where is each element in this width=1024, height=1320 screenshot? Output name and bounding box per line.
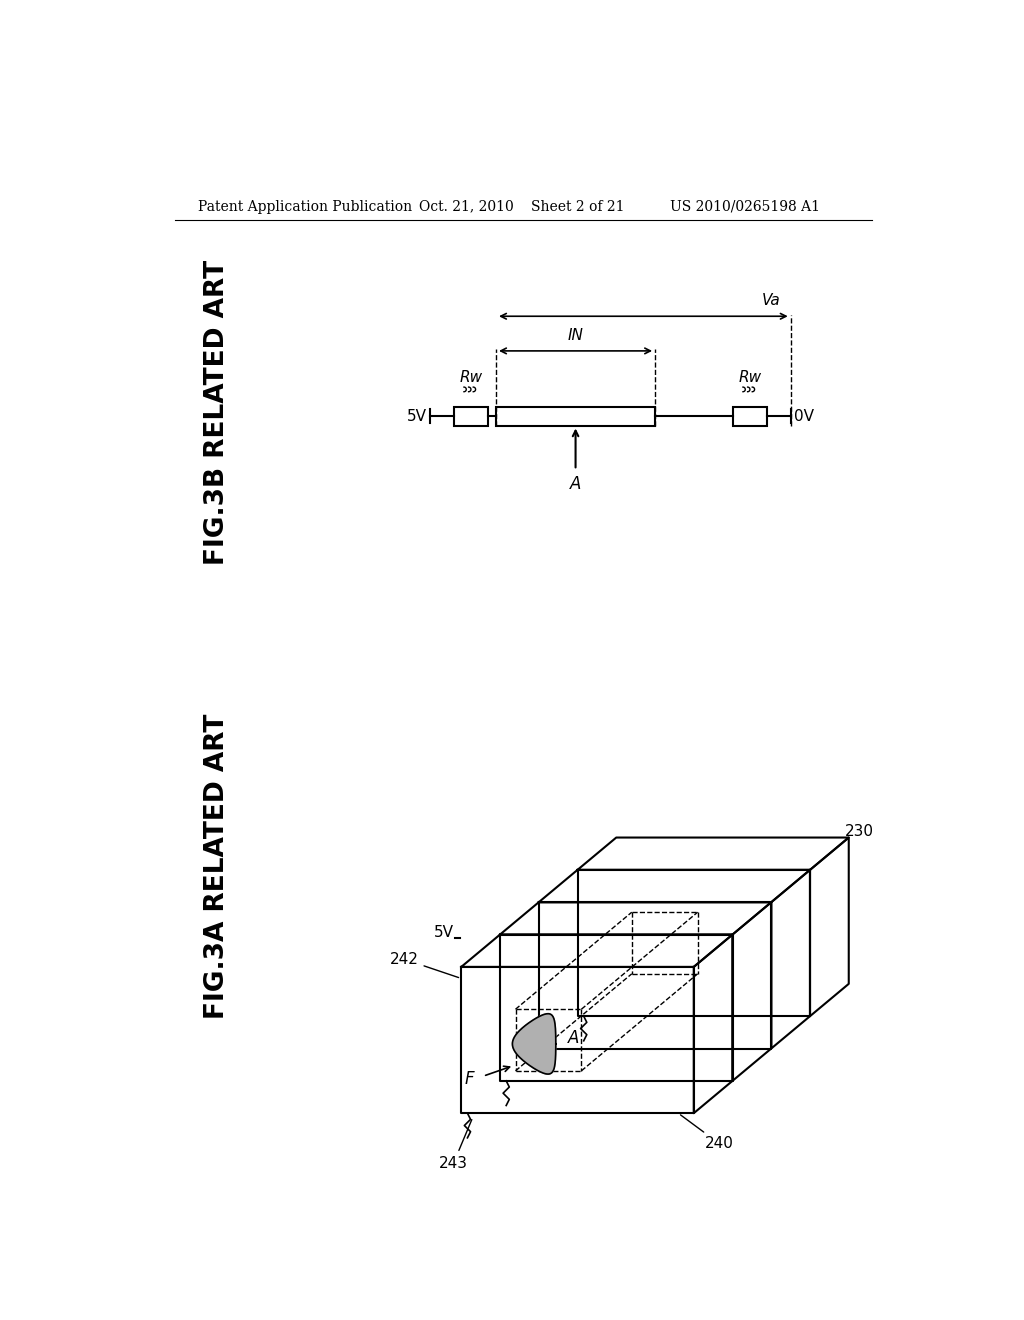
Text: 230: 230: [814, 824, 873, 869]
Text: Oct. 21, 2010: Oct. 21, 2010: [419, 199, 513, 214]
Polygon shape: [539, 870, 810, 903]
Polygon shape: [512, 1014, 556, 1074]
Polygon shape: [771, 870, 810, 1048]
Polygon shape: [539, 903, 771, 1048]
Text: IN: IN: [567, 327, 584, 343]
Text: Rw: Rw: [738, 371, 762, 385]
Text: A: A: [568, 1028, 580, 1047]
Text: Rw: Rw: [460, 371, 482, 385]
Polygon shape: [732, 903, 771, 1081]
Polygon shape: [461, 966, 693, 1113]
Polygon shape: [461, 935, 732, 966]
Text: Sheet 2 of 21: Sheet 2 of 21: [531, 199, 625, 214]
Text: 240: 240: [681, 1115, 734, 1151]
Text: Va: Va: [762, 293, 780, 309]
Polygon shape: [578, 870, 810, 1016]
Text: 243: 243: [439, 1119, 472, 1171]
Text: 0V: 0V: [764, 979, 783, 994]
Text: 244: 244: [739, 950, 784, 972]
Text: 5V: 5V: [408, 409, 427, 424]
Text: FIG.3A RELATED ART: FIG.3A RELATED ART: [204, 714, 230, 1019]
Text: US 2010/0265198 A1: US 2010/0265198 A1: [671, 199, 820, 214]
Text: 5V: 5V: [433, 925, 454, 940]
Polygon shape: [810, 838, 849, 1016]
Text: 242: 242: [390, 952, 459, 978]
Polygon shape: [500, 903, 771, 935]
Text: A: A: [570, 475, 582, 494]
Text: 241: 241: [775, 861, 831, 900]
Bar: [496, 407, 655, 426]
Text: F: F: [464, 1069, 474, 1088]
Polygon shape: [500, 935, 732, 1081]
Text: Patent Application Publication: Patent Application Publication: [198, 199, 412, 214]
Text: FIG.3B RELATED ART: FIG.3B RELATED ART: [204, 260, 230, 565]
Bar: [454, 407, 488, 426]
Polygon shape: [578, 838, 849, 870]
Bar: [732, 407, 767, 426]
Polygon shape: [693, 935, 732, 1113]
Text: 0V: 0V: [794, 409, 814, 424]
